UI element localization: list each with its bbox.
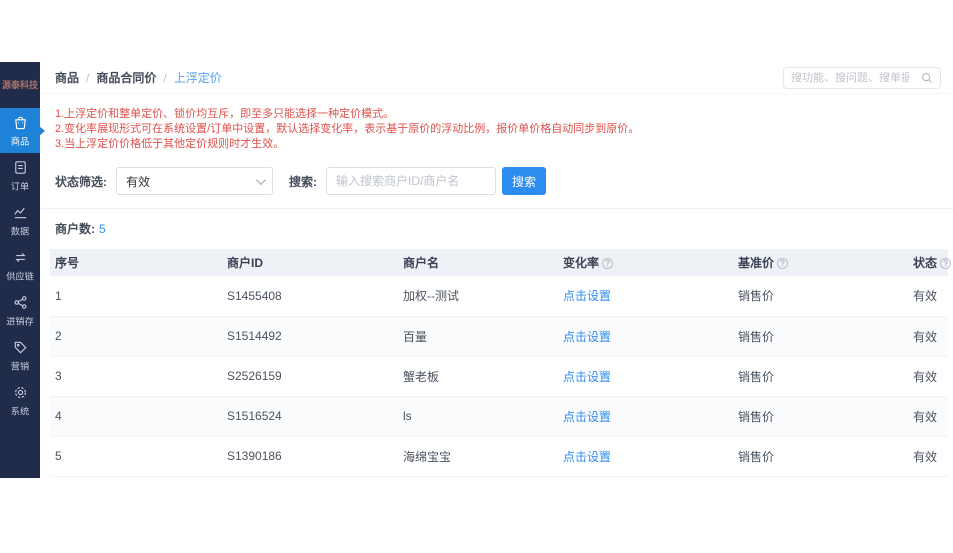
status-filter-value: 有效 [126,174,151,189]
sidebar-item-marketing[interactable]: 营销 [0,333,40,378]
sidebar-item-label: 订单 [10,181,30,192]
set-change-rate-link[interactable]: 点击设置 [563,329,612,344]
cell-merchant-id: S1390186 [222,436,398,477]
app-window: 源泰科技 商品 订单 [0,62,953,478]
sidebar-item-label: 供应链 [6,271,34,282]
data-chart-icon [13,207,26,218]
cell-status: 有效 [908,396,948,437]
cell-merchant-id: S1455408 [222,276,398,317]
inventory-share-icon [13,295,27,309]
merchant-count-value: 5 [99,222,106,236]
help-icon[interactable]: ? [602,258,614,269]
sidebar-item-orders[interactable]: 订单 [0,153,40,198]
help-icon[interactable]: ? [777,258,789,269]
merchant-count: 商户数: 5 [40,209,953,249]
supply-chain-icon [14,252,26,262]
sidebar-item-label: 进销存 [6,316,34,327]
cell-index: 3 [50,356,222,397]
main-content: 商品 / 商品合同价 / 上浮定价 1.上浮定价和整单定价、锁价均互斥，即至多只… [40,62,953,478]
status-filter-label: 状态筛选: [55,174,107,189]
sidebar: 源泰科技 商品 订单 [0,62,45,478]
cell-base-price: 销售价 [733,276,908,317]
notice-line: 3.当上浮定价价格低于其他定价规则时才生效。 [55,138,285,150]
filter-row: 状态筛选: 有效 搜索: 搜索 [40,156,953,209]
merchant-table-wrap: 序号 商户ID 商户名 变化率? 基准价? 状态? 1 S1455408 加权- [50,249,952,477]
sidebar-item-supply-chain[interactable]: 供应链 [0,243,40,288]
brand-logo: 源泰科技 [1,80,38,90]
notice-block: 1.上浮定价和整单定价、锁价均互斥，即至多只能选择一种定价模式。 2.变化率展现… [40,94,953,156]
cell-base-price: 销售价 [733,436,908,477]
notice-line: 2.变化率展现形式可在系统设置/订单中设置，默认选择变化率，表示基于原价的浮动比… [55,123,640,135]
set-change-rate-link[interactable]: 点击设置 [563,449,612,464]
sidebar-item-label: 营销 [10,361,30,372]
table-row: 3 S2526159 蟹老板 点击设置 销售价 有效 [50,356,948,397]
cell-index: 4 [50,396,222,437]
cell-status: 有效 [908,316,948,357]
system-gear-icon [14,386,26,398]
col-header-merchant-id: 商户ID [222,249,398,276]
sidebar-item-label: 系统 [10,406,30,417]
col-header-change-rate: 变化率? [558,249,733,276]
sidebar-item-label: 数据 [10,226,30,237]
cell-merchant-id: S2526159 [222,356,398,397]
set-change-rate-link[interactable]: 点击设置 [563,369,612,384]
cell-status: 有效 [908,436,948,477]
merchant-table: 序号 商户ID 商户名 变化率? 基准价? 状态? 1 S1455408 加权- [50,249,952,477]
cell-merchant-id: S1516524 [222,396,398,437]
marketing-tag-icon [14,341,26,353]
col-header-base-price: 基准价? [733,249,908,276]
set-change-rate-link[interactable]: 点击设置 [563,289,612,304]
breadcrumb-item-current: 上浮定价 [173,71,222,85]
breadcrumb: 商品 / 商品合同价 / 上浮定价 [55,69,222,86]
order-document-icon [14,160,26,174]
search-icon [921,72,932,83]
table-header-row: 序号 商户ID 商户名 变化率? 基准价? 状态? [50,249,952,276]
sidebar-item-goods[interactable]: 商品 [0,108,45,153]
merchant-search-input[interactable] [326,167,496,195]
topbar: 商品 / 商品合同价 / 上浮定价 [40,62,953,94]
sidebar-item-data[interactable]: 数据 [0,198,40,243]
global-search-box[interactable] [783,66,941,89]
merchant-count-label: 商户数: [55,222,95,236]
breadcrumb-separator: / [86,70,90,85]
sidebar-item-system[interactable]: 系统 [0,378,40,423]
global-search-input[interactable] [791,71,909,84]
sidebar-item-inventory[interactable]: 进销存 [0,288,40,333]
cell-index: 2 [50,316,222,357]
table-row: 2 S1514492 百量 点击设置 销售价 有效 [50,316,948,357]
col-header-merchant-name: 商户名 [398,249,558,276]
cell-index: 1 [50,276,222,317]
cell-merchant-name: ls [398,396,558,437]
cell-base-price: 销售价 [733,356,908,397]
status-filter-select[interactable]: 有效 [116,167,273,195]
search-button[interactable]: 搜索 [502,167,547,195]
merchant-search-label: 搜索: [289,174,317,189]
cell-merchant-id: S1514492 [222,316,398,357]
table-row: 1 S1455408 加权--测试 点击设置 销售价 有效 [50,276,948,317]
cell-status: 有效 [908,276,948,317]
set-change-rate-link[interactable]: 点击设置 [563,409,612,424]
breadcrumb-separator: / [163,70,167,85]
col-header-status: 状态? [908,249,952,276]
table-row: 4 S1516524 ls 点击设置 销售价 有效 [50,396,948,437]
cell-index: 5 [50,436,222,477]
cell-merchant-name: 蟹老板 [398,356,558,397]
table-row: 5 S1390186 海绵宝宝 点击设置 销售价 有效 [50,436,948,477]
cell-base-price: 销售价 [733,396,908,437]
cell-base-price: 销售价 [733,316,908,357]
help-icon[interactable]: ? [940,258,952,269]
sidebar-item-label: 商品 [10,136,30,147]
breadcrumb-item[interactable]: 商品合同价 [96,71,157,85]
notice-line: 1.上浮定价和整单定价、锁价均互斥，即至多只能选择一种定价模式。 [55,108,395,120]
chevron-down-icon [255,174,266,185]
col-header-index: 序号 [50,249,222,276]
cell-status: 有效 [908,356,948,397]
cell-merchant-name: 加权--测试 [398,276,558,317]
cell-merchant-name: 海绵宝宝 [398,436,558,477]
breadcrumb-item[interactable]: 商品 [55,71,80,85]
cell-merchant-name: 百量 [398,316,558,357]
goods-bag-icon [14,116,26,129]
